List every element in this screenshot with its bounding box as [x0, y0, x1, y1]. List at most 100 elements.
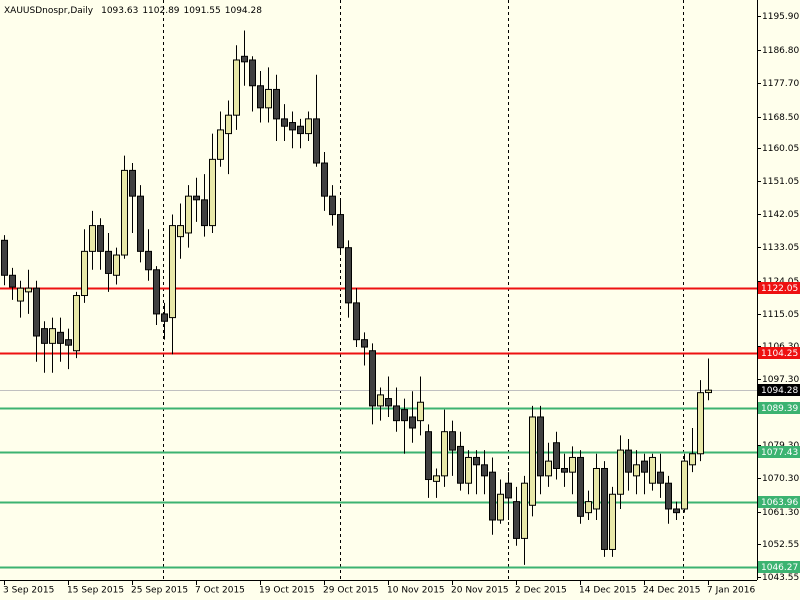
- candle-body: [641, 460, 648, 473]
- y-tick-label: 1186.80: [762, 46, 799, 56]
- candle-body: [257, 85, 264, 109]
- candle-body: [177, 225, 184, 238]
- x-tick-label: 29 Oct 2015: [323, 586, 379, 596]
- candle-body: [137, 195, 144, 252]
- candle-body: [433, 475, 440, 482]
- candle-body: [73, 295, 80, 352]
- candle-body: [665, 482, 672, 510]
- candle-body: [377, 394, 384, 407]
- candle-body: [401, 409, 408, 422]
- level-label-box: [758, 496, 800, 508]
- candle-body: [705, 389, 712, 394]
- x-tick-label: 7 Oct 2015: [195, 586, 245, 596]
- candle-body: [321, 162, 328, 197]
- level-label: 1063.96: [761, 498, 798, 508]
- level-label-box: [758, 282, 800, 294]
- candle-body: [185, 195, 192, 234]
- candle-body: [9, 274, 16, 288]
- candle-body: [289, 122, 296, 131]
- ohlc-low: 1091.55: [184, 6, 221, 16]
- x-tick-label: 19 Oct 2015: [259, 586, 315, 596]
- candle-body: [337, 214, 344, 249]
- candle-body: [345, 247, 352, 304]
- candle-body: [353, 302, 360, 341]
- chart-title: XAUUSDnospr,Daily 1093.63 1102.89 1091.55 10…: [4, 6, 262, 16]
- candle-body: [385, 398, 392, 407]
- candle-body: [681, 460, 688, 510]
- candle-body: [361, 339, 368, 348]
- candle-body: [17, 287, 24, 302]
- candle-body: [105, 250, 112, 274]
- candle-body: [625, 449, 632, 473]
- candle-body: [1, 239, 8, 276]
- candle-body: [161, 313, 168, 322]
- candle-body: [233, 59, 240, 116]
- candle-body: [113, 254, 120, 276]
- candle-body: [369, 350, 376, 407]
- candle-body: [585, 501, 592, 514]
- y-tick-label: 1177.70: [762, 79, 799, 89]
- candle-body: [529, 416, 536, 506]
- candle-body: [97, 225, 104, 252]
- candle-body: [473, 456, 480, 466]
- candle-body: [201, 199, 208, 227]
- candle-body: [689, 453, 696, 466]
- candle-body: [601, 467, 608, 550]
- candle-body: [305, 118, 312, 135]
- candle-body: [649, 456, 656, 484]
- candle-body: [457, 445, 464, 484]
- candle-body: [25, 287, 32, 293]
- candle-body: [697, 392, 704, 455]
- candle-body: [265, 88, 272, 109]
- candle-body: [153, 269, 160, 315]
- candle-body: [145, 250, 152, 271]
- candle-body: [577, 456, 584, 517]
- candle-body: [489, 471, 496, 521]
- candle-body: [513, 501, 520, 539]
- candle-body: [65, 339, 72, 346]
- candle-body: [89, 225, 96, 252]
- candle-body: [281, 118, 288, 127]
- candle-body: [673, 508, 680, 514]
- candle-body: [393, 405, 400, 422]
- candle-body: [313, 118, 320, 164]
- x-tick-label: 10 Nov 2015: [387, 586, 445, 596]
- candle-body: [633, 464, 640, 477]
- current-price-box: [758, 384, 800, 396]
- y-tick-label: 1151.05: [762, 177, 799, 187]
- level-label: 1104.25: [761, 349, 798, 359]
- ohlc-high: 1102.89: [142, 6, 179, 16]
- y-tick-label: 1052.55: [762, 540, 799, 550]
- level-label: 1089.39: [761, 404, 798, 414]
- candle-body: [553, 442, 560, 469]
- x-tick-label: 20 Nov 2015: [451, 586, 509, 596]
- candle-body: [537, 416, 544, 477]
- candle-body: [409, 416, 416, 429]
- candle-body: [561, 467, 568, 473]
- candle-body: [169, 225, 176, 319]
- candle-body: [33, 287, 40, 337]
- x-tick-label: 3 Sep 2015: [3, 586, 54, 596]
- candle-body: [41, 328, 48, 344]
- y-tick-label: 1070.30: [762, 474, 799, 484]
- candle-body: [129, 169, 136, 197]
- candle-body: [521, 482, 528, 539]
- candle-body: [593, 467, 600, 510]
- ohlc-open: 1093.63: [101, 6, 138, 16]
- candle-body: [505, 482, 512, 499]
- candle-body: [49, 328, 56, 344]
- candle-body: [657, 471, 664, 484]
- y-tick-label: 1097.30: [762, 375, 799, 385]
- level-label: 1122.05: [761, 284, 798, 294]
- candle-body: [617, 449, 624, 495]
- candle-body: [465, 456, 472, 484]
- level-label: 1046.27: [761, 563, 798, 573]
- candle-body: [193, 195, 200, 201]
- candle-body: [225, 114, 232, 135]
- level-label-box: [758, 446, 800, 458]
- candle-body: [249, 59, 256, 87]
- y-tick-label: 1142.05: [762, 210, 799, 220]
- x-tick-label: 2 Dec 2015: [515, 586, 567, 596]
- symbol: XAUUSDnospr,Daily: [4, 6, 94, 16]
